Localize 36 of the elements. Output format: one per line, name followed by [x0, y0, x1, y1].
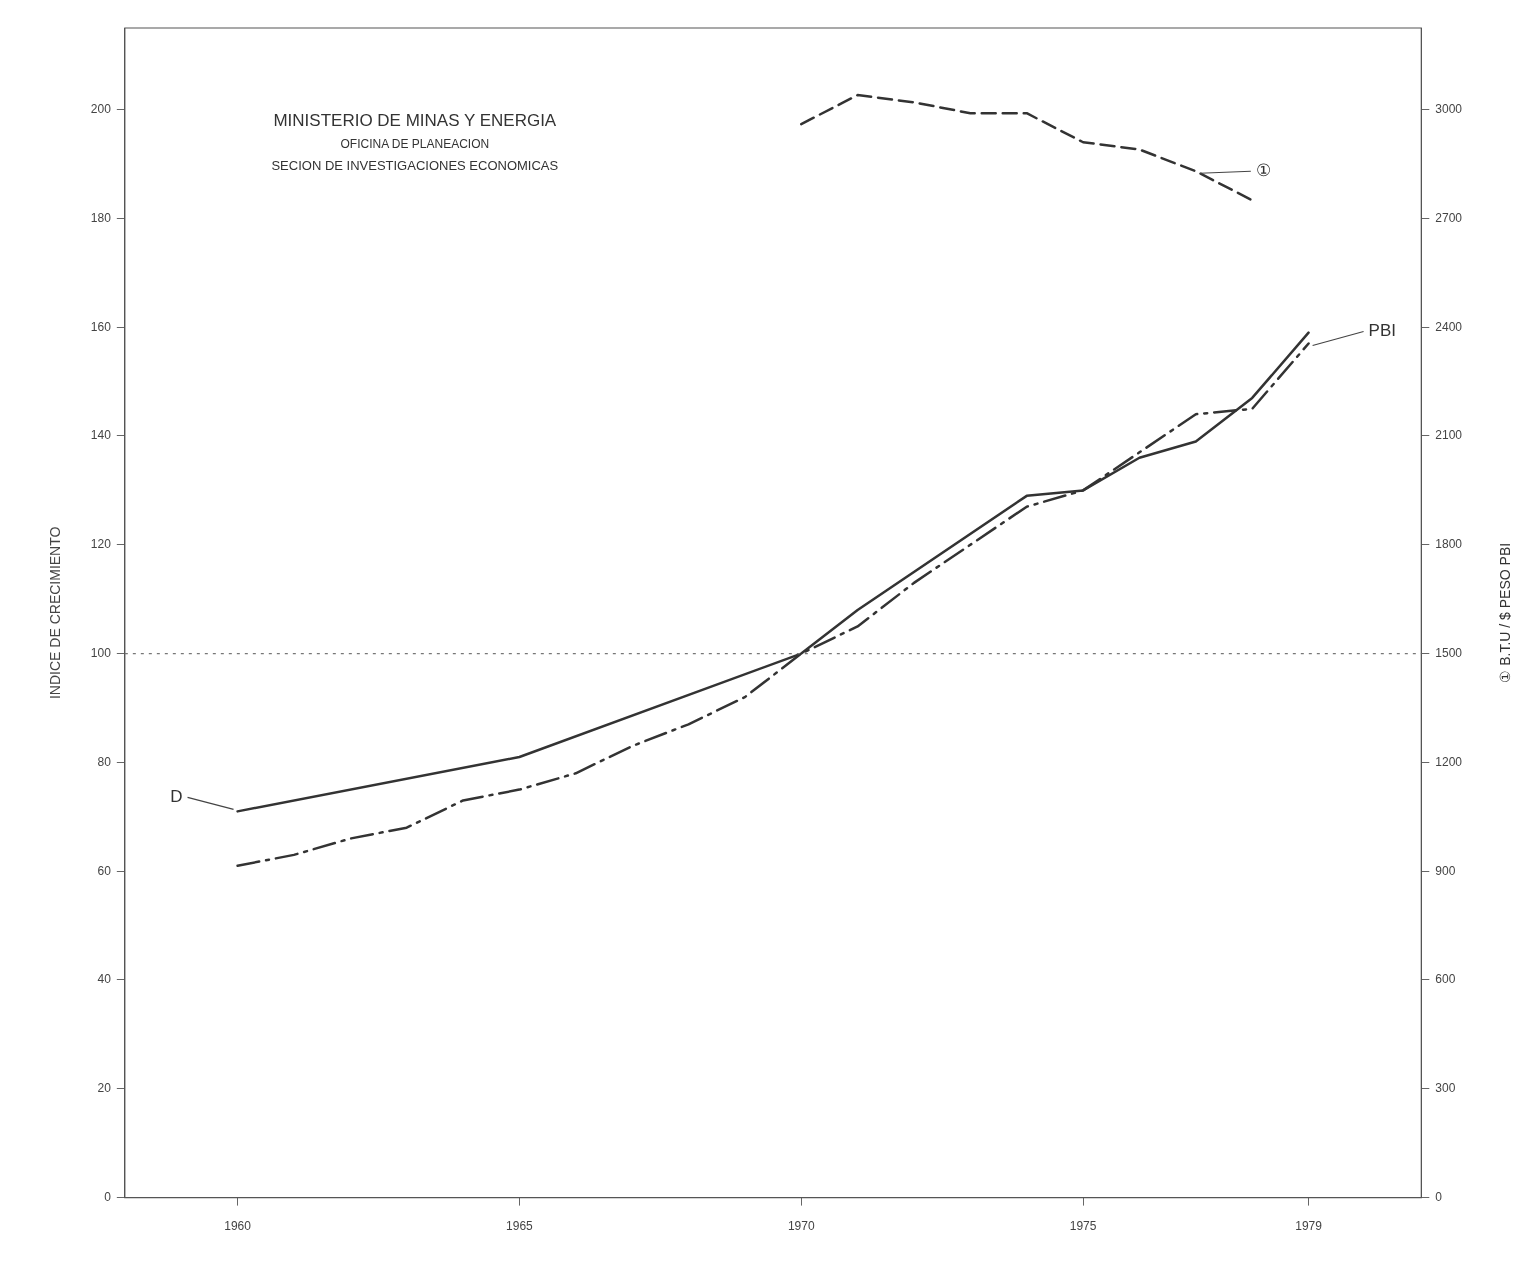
y2-tick-label: 3000 — [1435, 101, 1463, 116]
y-tick-label: 180 — [90, 210, 112, 225]
annotation: SECION DE INVESTIGACIONES ECONOMICAS — [271, 158, 559, 173]
y-tick-label: 20 — [97, 1081, 112, 1096]
x-tick-label: 1975 — [1069, 1219, 1097, 1234]
y2-tick-label: 2700 — [1435, 210, 1463, 225]
y2-tick-label: 2400 — [1435, 319, 1463, 334]
y2-tick-label: 1500 — [1435, 645, 1463, 660]
y2-tick-label: 1200 — [1435, 754, 1463, 769]
y2-tick-label: 600 — [1435, 972, 1456, 987]
y-tick-label: 60 — [97, 863, 112, 878]
y-tick-label: 160 — [90, 319, 112, 334]
y2-tick-label: 0 — [1435, 1189, 1443, 1204]
y-tick-label: 80 — [97, 754, 112, 769]
text: D — [170, 787, 183, 807]
y-tick-label: 200 — [90, 101, 112, 116]
text: OFICINA DE PLANEACION — [340, 137, 490, 151]
x-tick-label: 1979 — [1295, 1219, 1323, 1234]
y2-axis-title: ① B.T.U / $ PESO PBI — [1496, 542, 1513, 683]
y2-tick-label: 2100 — [1435, 428, 1463, 443]
y-tick-label: 0 — [104, 1189, 112, 1204]
y-tick-label: 120 — [90, 537, 112, 552]
x-tick-label: 1960 — [224, 1219, 252, 1234]
line-series — [800, 93, 1254, 202]
y-tick-label: 140 — [90, 428, 112, 443]
y-axis-title: INDICE DE CRECIMIENTO — [47, 526, 64, 700]
y-tick-label: 100 — [90, 645, 112, 660]
x-tick-label: 1970 — [787, 1219, 815, 1234]
series-label: ① — [1255, 160, 1271, 180]
y2-tick-label: 300 — [1435, 1081, 1456, 1096]
text: PBI — [1368, 321, 1396, 341]
y2-tick-label: 1800 — [1435, 537, 1463, 552]
text: MINISTERIO DE MINAS Y ENERGIA — [273, 111, 557, 130]
y-tick-label: 40 — [97, 972, 112, 987]
y2-tick-label: 900 — [1435, 863, 1456, 878]
x-tick-label: 1965 — [506, 1219, 534, 1234]
